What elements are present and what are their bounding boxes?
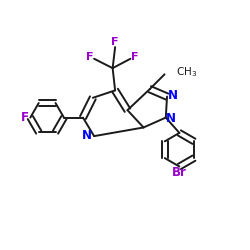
Text: Br: Br <box>172 166 187 179</box>
Text: F: F <box>131 52 139 62</box>
Text: N: N <box>168 89 177 102</box>
Text: F: F <box>86 52 94 62</box>
Text: N: N <box>82 129 92 142</box>
Text: CH$_3$: CH$_3$ <box>176 66 197 79</box>
Text: F: F <box>21 111 29 124</box>
Text: F: F <box>111 37 119 47</box>
Text: N: N <box>166 112 176 124</box>
